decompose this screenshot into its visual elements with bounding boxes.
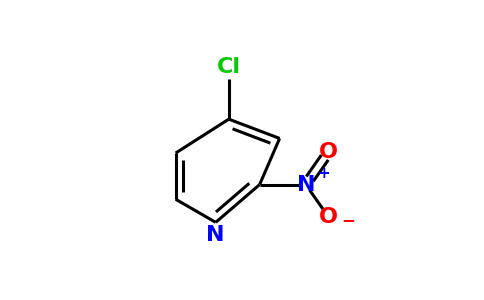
Text: O: O xyxy=(319,207,338,227)
Text: N: N xyxy=(297,175,315,195)
Text: N: N xyxy=(207,225,225,245)
Text: +: + xyxy=(318,166,330,181)
Text: −: − xyxy=(341,212,355,230)
Text: O: O xyxy=(319,142,338,162)
Text: Cl: Cl xyxy=(217,57,241,77)
